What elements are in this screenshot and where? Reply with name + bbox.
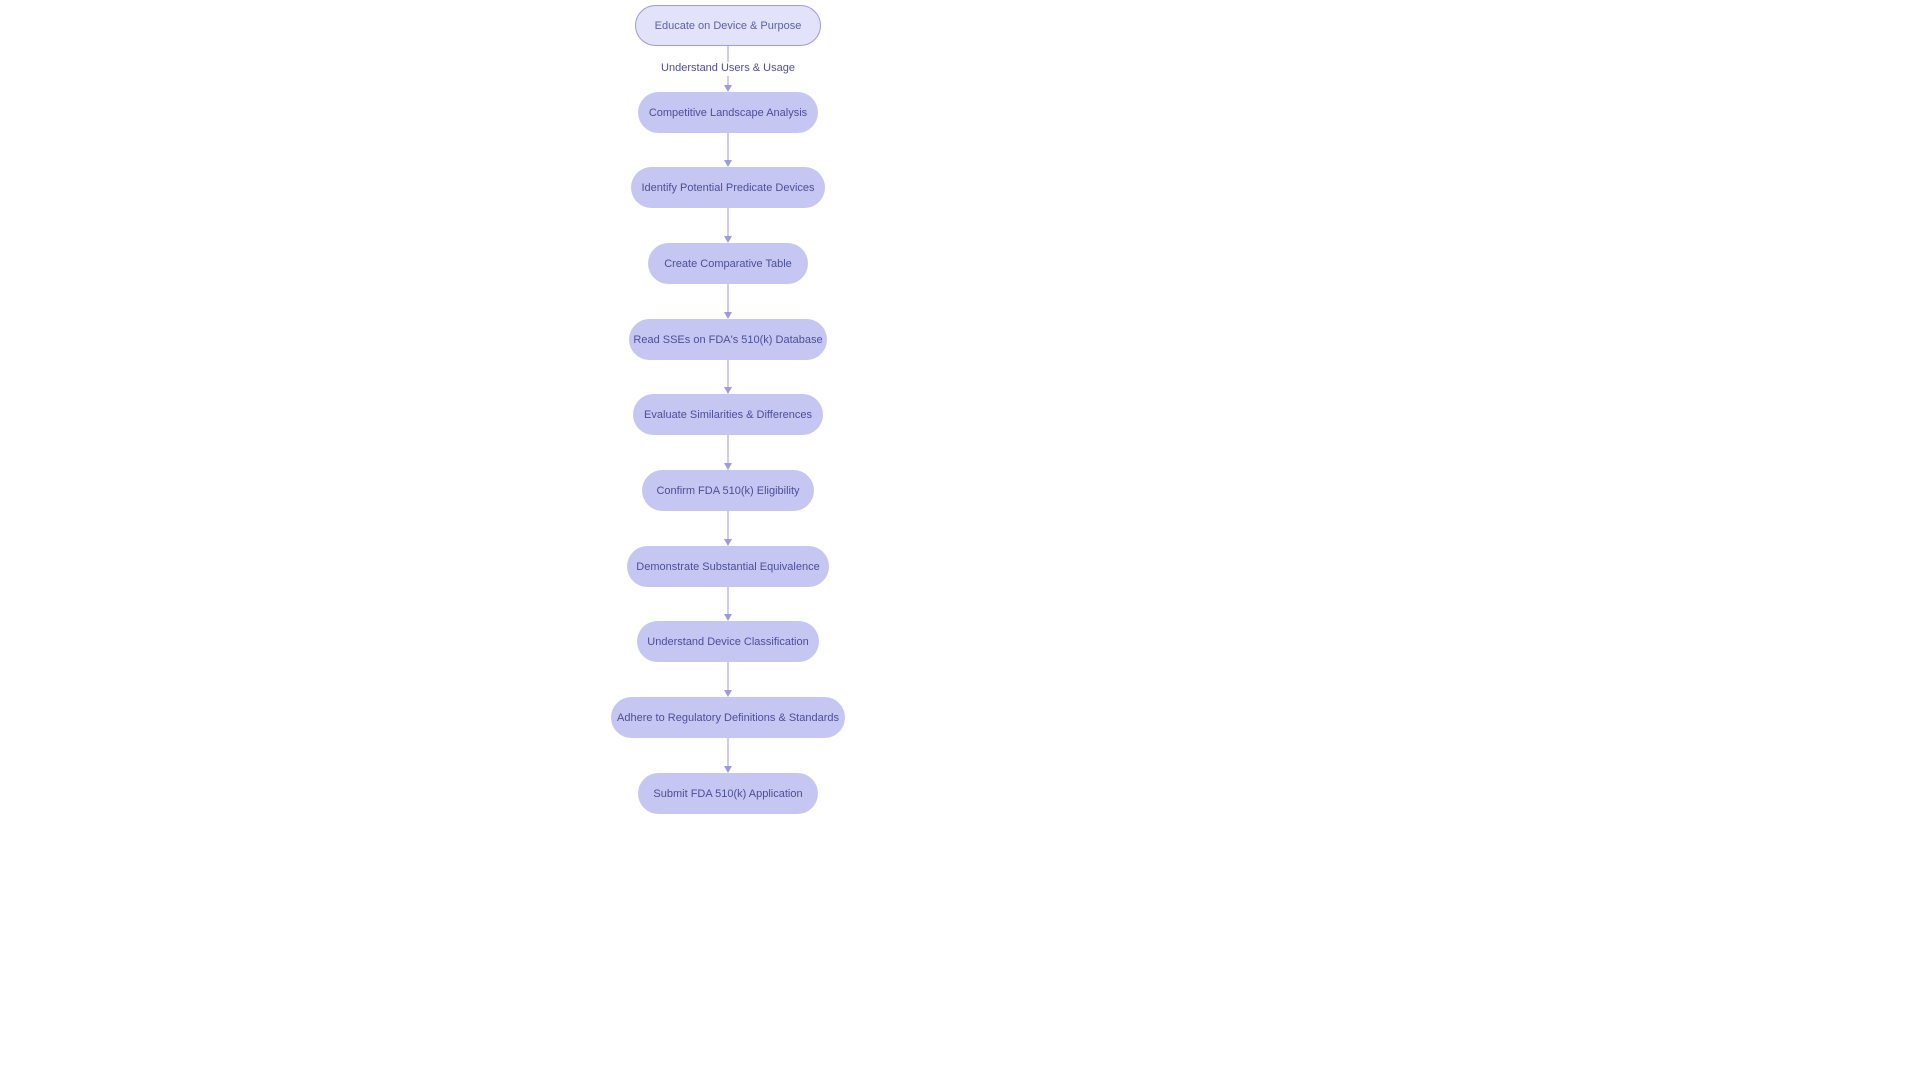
- arrow-head-icon: [724, 387, 732, 394]
- flow-edge-line: [728, 208, 729, 236]
- flow-edge-line: [728, 662, 729, 690]
- arrow-head-icon: [724, 312, 732, 319]
- arrow-head-icon: [724, 690, 732, 697]
- flow-node: Create Comparative Table: [648, 243, 808, 284]
- flow-edge-line: [728, 284, 729, 312]
- arrow-head-icon: [724, 614, 732, 621]
- flow-edge-line: [728, 46, 729, 62]
- arrow-head-icon: [724, 463, 732, 470]
- flow-node: Identify Potential Predicate Devices: [631, 167, 825, 208]
- flow-node: Submit FDA 510(k) Application: [638, 773, 818, 814]
- flow-node-label: Demonstrate Substantial Equivalence: [636, 561, 819, 573]
- flow-node: Demonstrate Substantial Equivalence: [627, 546, 829, 587]
- flow-edge-line: [728, 587, 729, 614]
- flow-node: Adhere to Regulatory Definitions & Stand…: [611, 697, 845, 738]
- flow-node-label: Educate on Device & Purpose: [655, 20, 802, 32]
- flow-edge-line: [728, 738, 729, 766]
- flow-edge-label: Understand Users & Usage: [659, 62, 797, 74]
- flow-node-label: Read SSEs on FDA's 510(k) Database: [633, 334, 822, 346]
- flow-node-label: Confirm FDA 510(k) Eligibility: [656, 485, 799, 497]
- flow-node: Confirm FDA 510(k) Eligibility: [642, 470, 814, 511]
- arrow-head-icon: [724, 539, 732, 546]
- flow-node-label: Evaluate Similarities & Differences: [644, 409, 812, 421]
- arrow-head-icon: [724, 236, 732, 243]
- arrow-head-icon: [724, 160, 732, 167]
- flow-node: Read SSEs on FDA's 510(k) Database: [629, 319, 827, 360]
- flow-node-label: Create Comparative Table: [664, 258, 792, 270]
- flow-node: Understand Device Classification: [637, 621, 819, 662]
- flow-node-label: Identify Potential Predicate Devices: [641, 182, 814, 194]
- arrow-head-icon: [724, 85, 732, 92]
- flow-edge-line: [728, 133, 729, 160]
- flow-node-label: Adhere to Regulatory Definitions & Stand…: [617, 712, 839, 724]
- flow-node-label: Competitive Landscape Analysis: [649, 107, 807, 119]
- flow-edge-line: [728, 76, 729, 85]
- flow-edge-line: [728, 435, 729, 463]
- flow-node: Educate on Device & Purpose: [635, 5, 821, 46]
- flow-node-label: Submit FDA 510(k) Application: [653, 788, 802, 800]
- flow-node-label: Understand Device Classification: [647, 636, 808, 648]
- flow-node: Evaluate Similarities & Differences: [633, 394, 823, 435]
- flow-edge-line: [728, 360, 729, 387]
- arrow-head-icon: [724, 766, 732, 773]
- flow-edge-line: [728, 511, 729, 539]
- flow-node: Competitive Landscape Analysis: [638, 92, 818, 133]
